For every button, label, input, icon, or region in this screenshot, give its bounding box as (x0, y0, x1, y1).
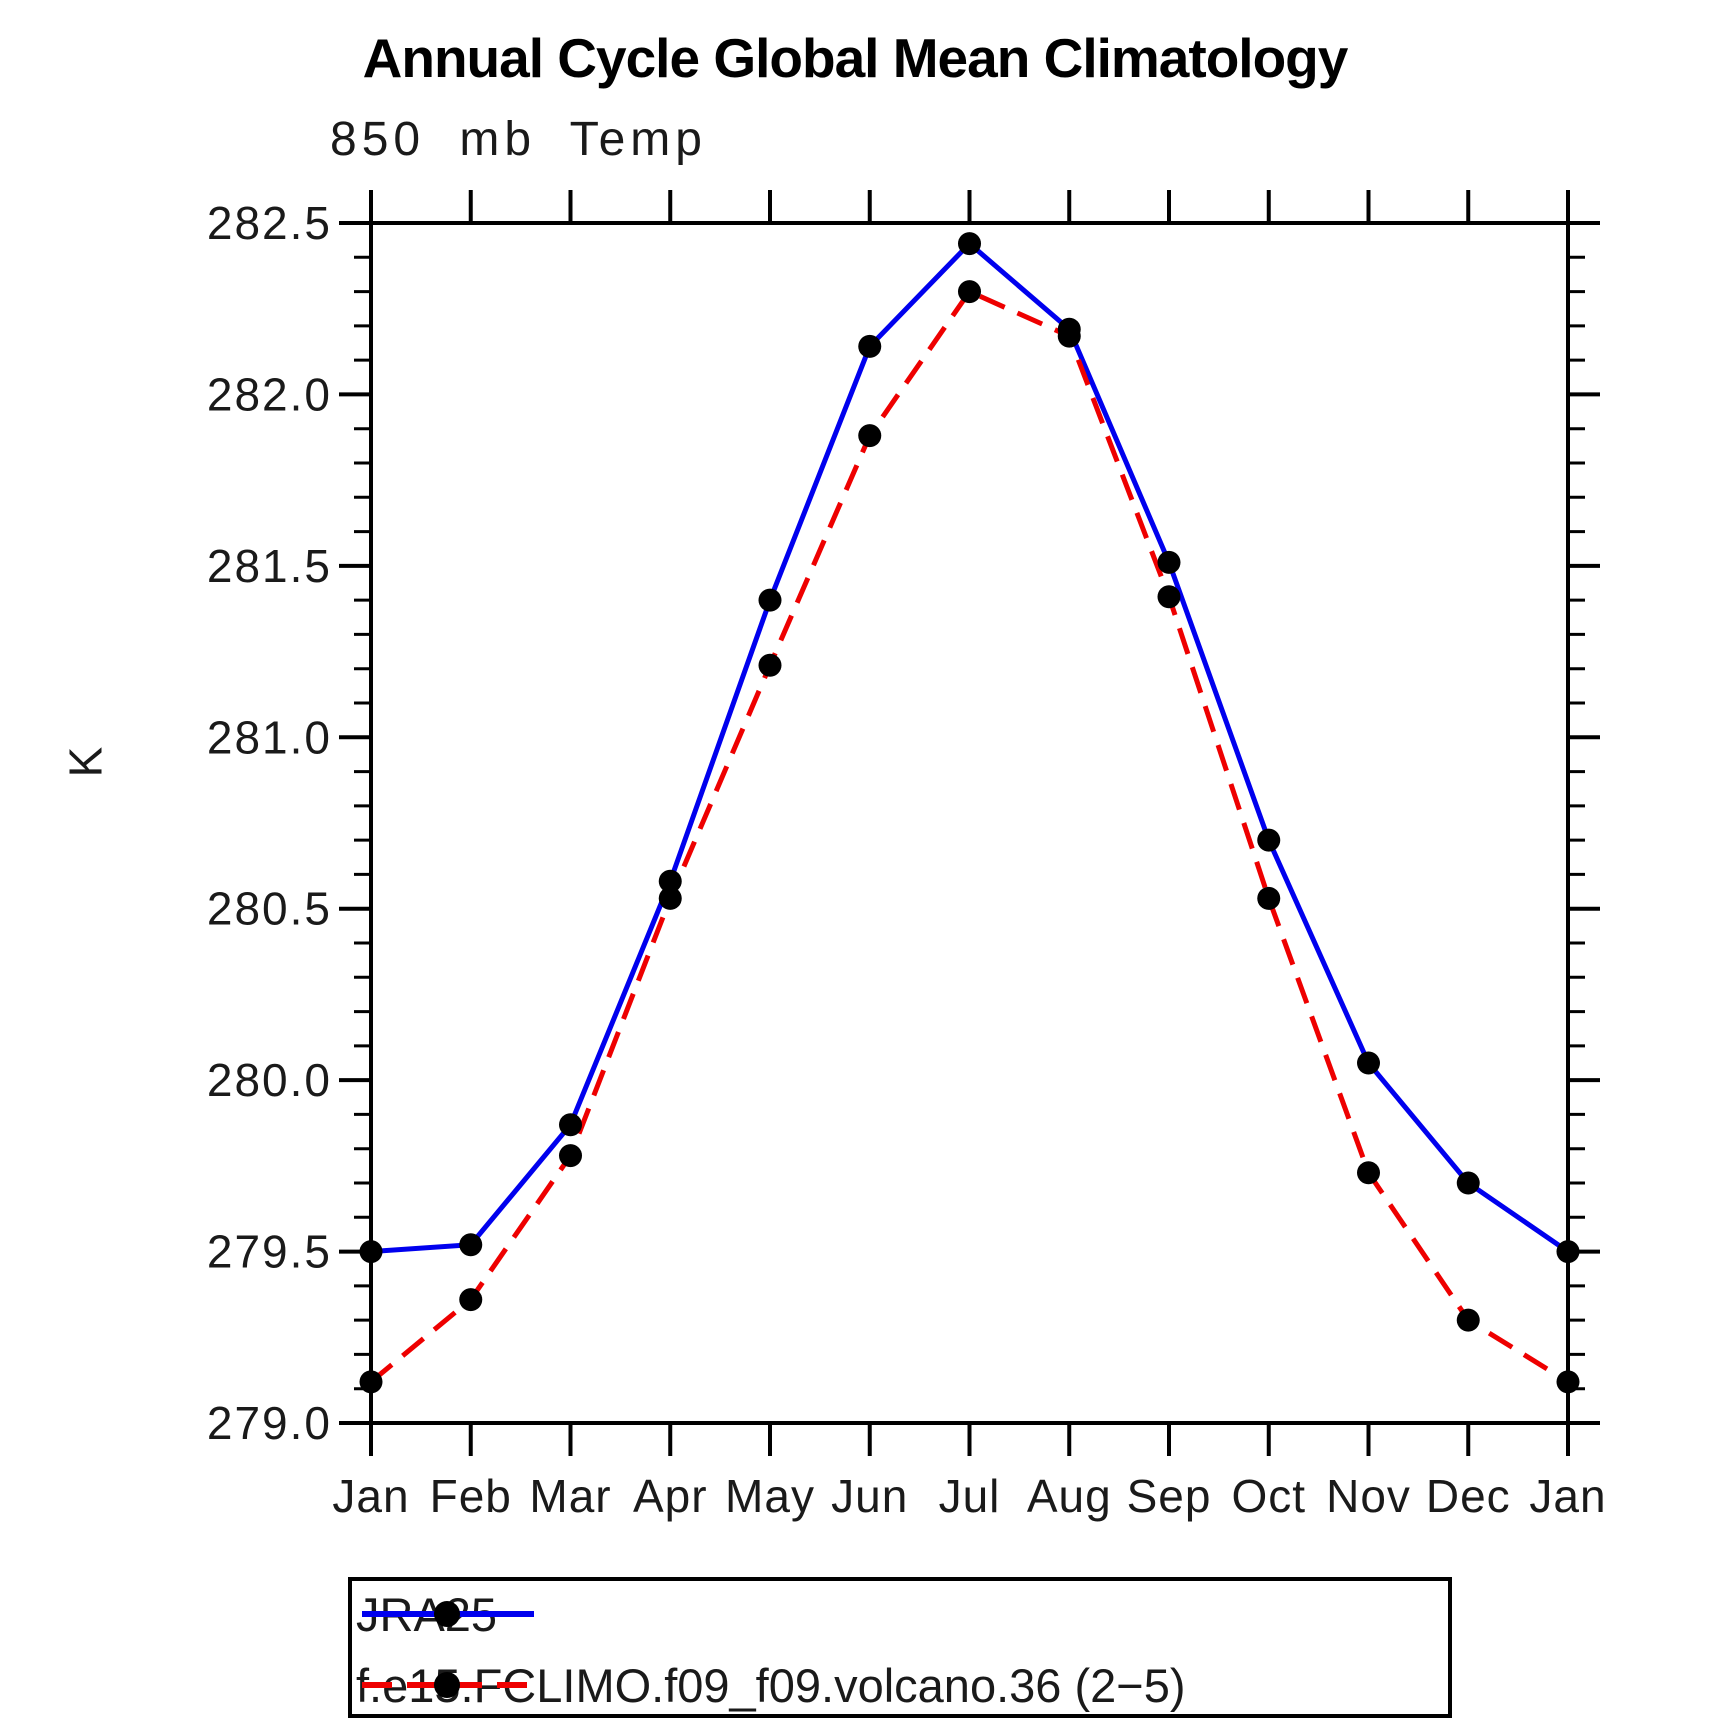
y-tick-label: 281.0 (207, 711, 332, 763)
x-tick-label: Aug (1027, 1470, 1112, 1522)
x-tick-label: Apr (633, 1470, 708, 1522)
x-tick-label: Nov (1326, 1470, 1411, 1522)
chart-subtitle: 850 mb Temp (330, 113, 707, 166)
data-point-0 (958, 232, 981, 256)
y-tick-label: 280.5 (207, 883, 332, 935)
series-line-1 (369, 288, 1570, 1384)
legend-swatch-dashed-line (362, 1672, 534, 1698)
data-point-1 (1456, 1308, 1480, 1332)
data-point-0 (858, 334, 882, 358)
data-point-0 (1157, 550, 1181, 574)
legend-label-model: f.e15.FCLIMO.f09_f09.volcano.36 (2−5) (356, 1658, 1186, 1712)
data-point-1 (858, 424, 882, 448)
legend: JRA25 f.e15.FCLIMO.f09_f09.volcano.36 (2… (348, 1577, 1452, 1718)
chart-title: Annual Cycle Global Mean Climatology (362, 27, 1349, 89)
y-tick-label: 279.0 (207, 1397, 332, 1449)
y-tick-label: 279.5 (207, 1226, 332, 1278)
x-tick-label: Jul (939, 1470, 1001, 1522)
data-point-1 (658, 886, 682, 910)
data-point-0 (559, 1113, 582, 1137)
data-point-0 (1556, 1240, 1580, 1264)
data-point-1 (958, 280, 981, 304)
data-point-1 (1257, 886, 1281, 910)
data-point-1 (758, 653, 782, 677)
legend-entry-jra25: JRA25 (356, 1584, 534, 1644)
data-point-0 (359, 1240, 383, 1264)
x-tick-label: Feb (430, 1470, 512, 1522)
data-point-1 (459, 1288, 483, 1312)
plot-frame (369, 221, 1570, 1425)
x-tick-label: Oct (1231, 1470, 1306, 1522)
data-point-0 (1456, 1171, 1480, 1195)
y-tick-label: 282.0 (207, 368, 332, 420)
x-tick-label: Sep (1127, 1470, 1212, 1522)
data-point-0 (758, 588, 782, 612)
x-tick-label: Jun (831, 1470, 908, 1522)
legend-swatch-solid-line (362, 1601, 534, 1627)
data-point-1 (359, 1370, 383, 1394)
x-tick-label: Dec (1426, 1470, 1511, 1522)
data-point-0 (1357, 1051, 1380, 1075)
data-point-1 (1157, 585, 1181, 609)
series-line-0 (370, 240, 1570, 1255)
data-point-0 (459, 1233, 483, 1257)
x-tick-label: Jan (332, 1470, 409, 1522)
x-tick-label: Mar (529, 1470, 611, 1522)
data-point-1 (1357, 1161, 1380, 1185)
data-point-1 (559, 1144, 582, 1168)
data-point-1 (1057, 324, 1081, 348)
x-tick-label: Jan (1529, 1470, 1606, 1522)
y-tick-label: 280.0 (207, 1054, 332, 1106)
y-tick-label: 281.5 (207, 540, 332, 592)
data-point-0 (658, 869, 682, 893)
data-point-0 (1257, 828, 1281, 852)
data-point-1 (1556, 1370, 1580, 1394)
legend-entry-model: f.e15.FCLIMO.f09_f09.volcano.36 (2−5) (356, 1655, 1186, 1715)
y-tick-label: 282.5 (207, 197, 332, 249)
x-tick-label: May (725, 1470, 815, 1522)
